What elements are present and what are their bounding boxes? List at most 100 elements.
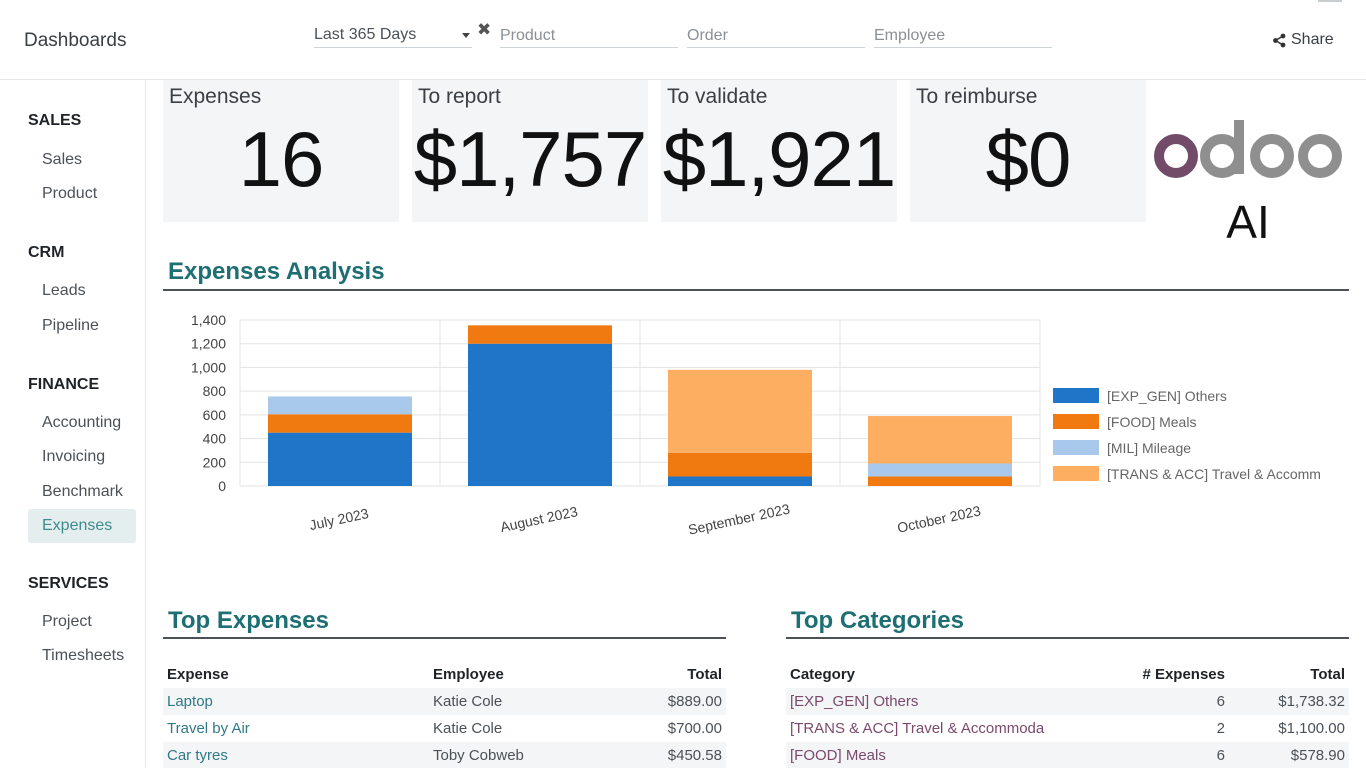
y-tick-label: 1,000 (191, 359, 226, 375)
legend-label: [EXP_GEN] Others (1107, 388, 1227, 404)
column-header: Total (1310, 665, 1345, 683)
expense-name[interactable]: Car tyres (163, 742, 429, 768)
table-row[interactable]: [FOOD] Meals 6 $578.90 (786, 742, 1349, 768)
top-bar: Dashboards Last 365 Days ✖ Share (0, 0, 1366, 80)
column-header: # Expenses (1142, 665, 1225, 683)
sidebar-item-timesheets[interactable]: Timesheets (42, 647, 125, 664)
sidebar-item-expenses[interactable]: Expenses (28, 509, 136, 543)
sidebar-section-finance: FINANCE (28, 376, 100, 393)
kpi-card-to-report[interactable]: To report $1,757 (412, 80, 648, 222)
sidebar-item-pipeline[interactable]: Pipeline (42, 317, 99, 334)
category-total: $1,738.32 (1229, 688, 1349, 715)
legend-label: [MIL] Mileage (1107, 440, 1191, 456)
bar-segment[interactable] (268, 414, 412, 433)
expense-total: $700.00 (667, 720, 722, 737)
expenses-bar-chart[interactable]: 0 200 400 600 800 1,000 1,200 1,400 July 2023 Aug… (160, 300, 1360, 560)
kpi-label: To report (418, 85, 501, 108)
category-total: $578.90 (1229, 742, 1349, 768)
employee-name: Toby Cobweb (429, 742, 609, 768)
kpi-value: 16 (238, 115, 325, 203)
kpi-card-to-reimburse[interactable]: To reimburse $0 (910, 80, 1146, 222)
x-tick-label: October 2023 (896, 502, 983, 535)
top-expenses-title: Top Expenses (168, 607, 329, 634)
top-categories-title: Top Categories (791, 607, 964, 634)
share-button[interactable]: Share (1272, 31, 1334, 49)
category-name[interactable]: [TRANS & ACC] Travel & Accommoda (790, 720, 1045, 737)
bar-segment[interactable] (668, 369, 812, 453)
category-name[interactable]: [EXP_GEN] Others (786, 688, 1106, 715)
employee-name: Katie Cole (429, 688, 609, 715)
legend-swatch (1053, 414, 1099, 429)
column-header: Category (790, 665, 856, 683)
chevron-down-icon[interactable] (462, 33, 470, 38)
x-tick-label: September 2023 (687, 500, 792, 537)
section-divider (163, 289, 1349, 291)
product-filter-input[interactable] (500, 24, 678, 48)
legend-label: [TRANS & ACC] Travel & Accomm (1107, 466, 1321, 482)
bar-segment[interactable] (468, 343, 612, 486)
legend-swatch (1053, 440, 1099, 455)
y-tick-label: 200 (203, 454, 227, 470)
expense-count: 6 (1106, 688, 1229, 715)
employee-filter-input[interactable] (874, 24, 1052, 48)
bar-segment[interactable] (868, 463, 1012, 477)
legend-swatch (1053, 388, 1099, 403)
legend-label: [FOOD] Meals (1107, 414, 1196, 430)
kpi-card-expenses[interactable]: Expenses 16 (163, 80, 399, 222)
table-row[interactable]: Laptop Katie Cole $889.00 (163, 688, 726, 715)
expense-total: $450.58 (609, 742, 726, 768)
table-row[interactable]: [EXP_GEN] Others 6 $1,738.32 (786, 688, 1349, 715)
sidebar-item-accounting[interactable]: Accounting (42, 414, 122, 431)
sidebar-item-leads[interactable]: Leads (42, 282, 86, 299)
section-divider (786, 637, 1349, 639)
sidebar-item-invoicing[interactable]: Invoicing (42, 448, 106, 465)
expense-name[interactable]: Laptop (163, 688, 429, 715)
dashboards-title[interactable]: Dashboards (24, 30, 127, 51)
bar-segment[interactable] (268, 396, 412, 415)
bar-segment[interactable] (868, 476, 1012, 486)
close-icon[interactable]: ✖ (477, 20, 492, 39)
kpi-label: To validate (667, 85, 768, 108)
category-total: $1,100.00 (1278, 720, 1345, 737)
legend-swatch (1053, 466, 1099, 481)
sidebar-section-services: SERVICES (28, 575, 109, 592)
employee-name: Katie Cole (433, 720, 503, 737)
y-tick-label: 1,200 (191, 336, 226, 352)
bar-segment[interactable] (468, 325, 612, 344)
expense-name[interactable]: Travel by Air (167, 720, 250, 737)
share-label: Share (1291, 31, 1334, 48)
x-tick-label: August 2023 (499, 503, 579, 535)
odoo-ai-logo: AI (1154, 120, 1342, 248)
category-name[interactable]: [FOOD] Meals (786, 742, 1106, 768)
sidebar-item-product[interactable]: Product (42, 185, 98, 202)
top-expenses-table: Expense Employee Total Laptop Katie Cole… (163, 660, 726, 768)
expense-count: 6 (1106, 742, 1229, 768)
kpi-value: $1,757 (413, 115, 648, 203)
order-filter-input[interactable] (687, 24, 865, 48)
top-categories-table: Category # Expenses Total [EXP_GEN] Othe… (786, 660, 1349, 768)
table-header-row: Expense Employee Total (163, 660, 726, 688)
table-row[interactable]: Car tyres Toby Cobweb $450.58 (163, 742, 726, 768)
kpi-card-to-validate[interactable]: To validate $1,921 (661, 80, 897, 222)
column-header: Employee (433, 665, 504, 683)
bar-segment[interactable] (868, 416, 1012, 464)
kpi-label: To reimburse (916, 85, 1038, 108)
sidebar-item-benchmark[interactable]: Benchmark (42, 483, 123, 500)
bar-segment[interactable] (668, 476, 812, 486)
sidebar-section-crm: CRM (28, 244, 65, 261)
kpi-value: $0 (985, 115, 1072, 203)
sidebar-item-project[interactable]: Project (42, 613, 92, 630)
y-tick-label: 800 (203, 383, 227, 399)
table-row[interactable]: Travel by Air Katie Cole $700.00 (163, 715, 726, 742)
window-control (1318, 0, 1342, 2)
bar-segment[interactable] (268, 432, 412, 486)
column-header: Total (687, 665, 722, 683)
y-tick-label: 0 (218, 478, 226, 494)
kpi-value: $1,921 (662, 115, 897, 203)
sidebar-item-sales[interactable]: Sales (42, 151, 83, 168)
bar-segment[interactable] (668, 452, 812, 477)
date-range-select[interactable]: Last 365 Days (314, 24, 472, 48)
table-row[interactable]: [TRANS & ACC] Travel & Accommoda 2 $1,10… (786, 715, 1349, 742)
sidebar: SALES Sales Product CRM Leads Pipeline F… (0, 80, 146, 768)
expense-count: 2 (1216, 720, 1225, 737)
